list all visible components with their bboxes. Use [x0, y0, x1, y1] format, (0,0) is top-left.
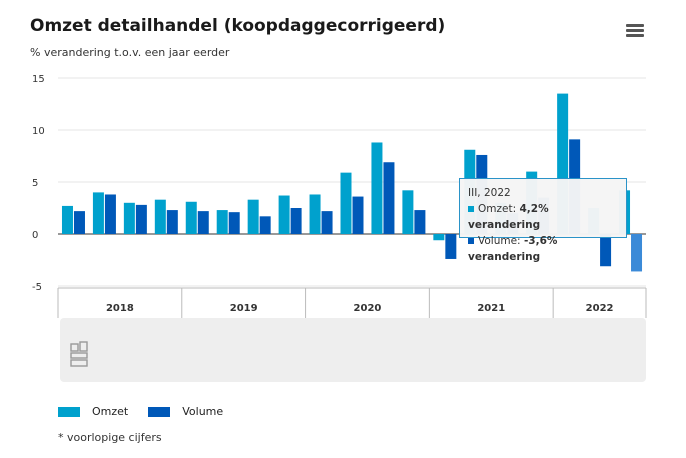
tooltip-volume-row: Volume: -3,6% verandering — [468, 233, 618, 265]
legend-item-omzet[interactable]: Omzet — [58, 405, 128, 418]
x-axis: 2018 2019 2020 2021 2022 — [57, 287, 647, 318]
bar-volume[interactable] — [166, 210, 178, 234]
y-tick-label: 10 — [32, 126, 45, 137]
tooltip-period: III, 2022 — [468, 187, 511, 199]
legend-swatch-omzet — [58, 406, 80, 417]
tooltip-omzet-label: Omzet: — [478, 203, 517, 215]
legend-swatch-volume — [148, 406, 171, 417]
bar-omzet[interactable] — [278, 195, 290, 234]
chart-subtitle: % verandering t.o.v. een jaar eerder — [30, 46, 230, 59]
year-label: 2021 — [477, 303, 505, 314]
navigator-panel[interactable] — [60, 318, 646, 382]
legend-label-volume: Volume — [182, 405, 224, 418]
bar-volume[interactable] — [259, 216, 271, 234]
chart-tooltip: III, 2022 Omzet: 4,2% verandering Volume… — [459, 178, 627, 263]
bar-omzet[interactable] — [216, 210, 228, 234]
legend-label-omzet: Omzet — [92, 405, 129, 418]
bar-omzet[interactable] — [557, 93, 569, 234]
bar-omzet[interactable] — [247, 199, 259, 234]
hamburger-menu-icon[interactable] — [626, 24, 644, 38]
y-tick-label: 0 — [32, 230, 38, 241]
bar-omzet[interactable] — [61, 205, 73, 234]
tooltip-omzet-value: 4,2% verandering — [468, 203, 549, 231]
bar-omzet[interactable] — [433, 234, 445, 241]
tooltip-volume-value: -3,6% verandering — [468, 235, 558, 263]
tooltip-omzet-row: Omzet: 4,2% verandering — [468, 201, 618, 233]
bar-omzet[interactable] — [185, 201, 197, 234]
bar-chart: 15 10 5 0 -5 2018 2019 2020 2021 2022 — [32, 74, 647, 382]
bar-volume[interactable] — [414, 210, 426, 234]
y-tick-label: 15 — [32, 74, 45, 85]
grid-lines — [58, 77, 646, 287]
year-label: 2019 — [230, 303, 258, 314]
bar-volume[interactable] — [445, 234, 457, 259]
y-tick-label: 5 — [32, 178, 38, 189]
bar-volume[interactable] — [321, 211, 333, 234]
bar-omzet[interactable] — [402, 190, 414, 234]
chart-legend: Omzet Volume — [58, 405, 223, 418]
year-label: 2022 — [586, 303, 614, 314]
bar-volume[interactable] — [104, 194, 116, 234]
bar-volume[interactable] — [600, 234, 612, 267]
bar-volume[interactable] — [73, 211, 85, 234]
bar-volume[interactable] — [352, 196, 364, 234]
tooltip-volume-label: Volume: — [478, 235, 521, 247]
chart-title: Omzet detailhandel (koopdaggecorrigeerd) — [30, 16, 446, 36]
bar-omzet[interactable] — [340, 172, 352, 234]
year-label: 2018 — [106, 303, 134, 314]
bar-volume[interactable] — [290, 208, 302, 234]
year-label: 2020 — [354, 303, 382, 314]
bar-volume[interactable] — [383, 162, 395, 234]
bar-volume[interactable] — [631, 234, 643, 272]
cbs-logo-icon — [70, 341, 88, 367]
y-tick-label: -5 — [32, 282, 42, 293]
bar-omzet[interactable] — [371, 142, 383, 234]
volume-swatch — [468, 238, 474, 244]
bar-omzet[interactable] — [309, 194, 321, 234]
legend-item-volume[interactable]: Volume — [148, 405, 223, 418]
bar-omzet[interactable] — [154, 199, 166, 234]
bar-volume[interactable] — [228, 212, 240, 234]
bar-omzet[interactable] — [92, 192, 104, 234]
footnote: * voorlopige cijfers — [58, 431, 162, 444]
y-axis: 15 10 5 0 -5 — [32, 74, 45, 293]
omzet-swatch — [468, 206, 474, 212]
bar-omzet[interactable] — [123, 202, 135, 234]
bar-volume[interactable] — [135, 204, 147, 234]
bar-volume[interactable] — [197, 211, 209, 234]
